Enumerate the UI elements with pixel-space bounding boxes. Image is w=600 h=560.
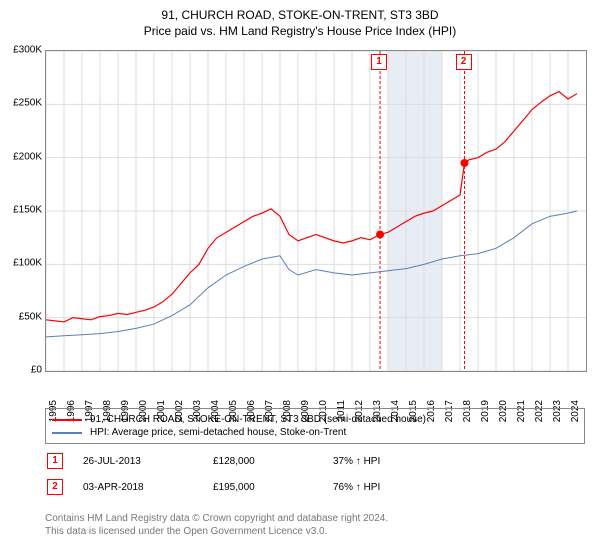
chart-marker-box: 2 bbox=[456, 54, 472, 70]
footnote: Contains HM Land Registry data © Crown c… bbox=[45, 512, 388, 538]
ytick-label: £50K bbox=[2, 311, 42, 322]
legend-item-property: 91, CHURCH ROAD, STOKE-ON-TRENT, ST3 3BD… bbox=[46, 413, 584, 426]
chart-container: 91, CHURCH ROAD, STOKE-ON-TRENT, ST3 3BD… bbox=[0, 0, 600, 560]
ytick-label: £200K bbox=[2, 151, 42, 162]
chart-marker-box: 1 bbox=[371, 54, 387, 70]
chart-svg bbox=[46, 51, 586, 371]
ytick-label: £150K bbox=[2, 205, 42, 216]
transaction-row: 1 26-JUL-2013 £128,000 37% ↑ HPI bbox=[45, 448, 585, 474]
legend-line-hpi bbox=[52, 432, 82, 434]
transaction-price: £128,000 bbox=[213, 456, 333, 467]
legend-label-property: 91, CHURCH ROAD, STOKE-ON-TRENT, ST3 3BD… bbox=[90, 414, 426, 425]
transactions-table: 1 26-JUL-2013 £128,000 37% ↑ HPI 2 03-AP… bbox=[45, 448, 585, 500]
transaction-marker-2: 2 bbox=[47, 479, 63, 495]
footnote-line2: This data is licensed under the Open Gov… bbox=[45, 525, 388, 538]
legend: 91, CHURCH ROAD, STOKE-ON-TRENT, ST3 3BD… bbox=[45, 408, 585, 444]
plot-area bbox=[45, 50, 587, 372]
ytick-label: £300K bbox=[2, 45, 42, 56]
transaction-date: 03-APR-2018 bbox=[63, 482, 213, 493]
transaction-date: 26-JUL-2013 bbox=[63, 456, 213, 467]
chart-subtitle: Price paid vs. HM Land Registry's House … bbox=[0, 22, 600, 38]
chart-title: 91, CHURCH ROAD, STOKE-ON-TRENT, ST3 3BD bbox=[0, 0, 600, 22]
transaction-price: £195,000 bbox=[213, 482, 333, 493]
ytick-label: £100K bbox=[2, 258, 42, 269]
ytick-label: £250K bbox=[2, 98, 42, 109]
transaction-marker-1: 1 bbox=[47, 453, 63, 469]
ytick-label: £0 bbox=[2, 365, 42, 376]
transaction-row: 2 03-APR-2018 £195,000 76% ↑ HPI bbox=[45, 474, 585, 500]
legend-item-hpi: HPI: Average price, semi-detached house,… bbox=[46, 426, 584, 439]
transaction-hpi: 37% ↑ HPI bbox=[333, 456, 433, 467]
footnote-line1: Contains HM Land Registry data © Crown c… bbox=[45, 512, 388, 525]
legend-line-property bbox=[52, 419, 82, 421]
legend-label-hpi: HPI: Average price, semi-detached house,… bbox=[90, 427, 346, 438]
transaction-hpi: 76% ↑ HPI bbox=[333, 482, 433, 493]
